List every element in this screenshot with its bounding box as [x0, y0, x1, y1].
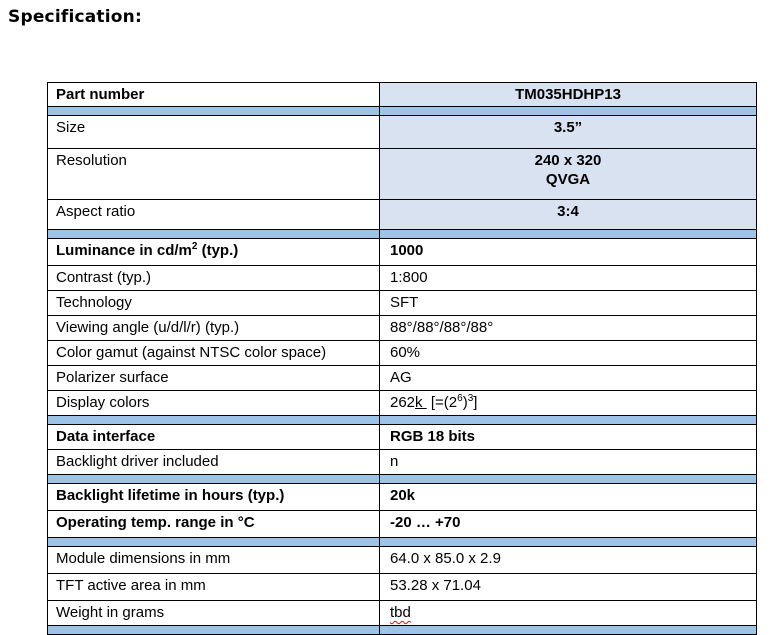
- spec-label: Operating temp. range in °C: [47, 510, 380, 538]
- table-row-luminance: Luminance in cd/m2 (typ.) 1000: [47, 238, 757, 266]
- spec-label: Weight in grams: [47, 600, 380, 626]
- spec-value: tbd: [379, 600, 757, 626]
- spec-label: Viewing angle (u/d/l/r) (typ.): [47, 315, 380, 341]
- table-row-color-gamut: Color gamut (against NTSC color space) 6…: [47, 340, 757, 366]
- table-row-display-colors: Display colors 262k [=(26)3]: [47, 390, 757, 416]
- table-row-module-dimensions: Module dimensions in mm 64.0 x 85.0 x 2.…: [47, 546, 757, 574]
- spec-value: 240 x 320 QVGA: [379, 148, 757, 200]
- spec-value: n: [379, 449, 757, 475]
- table-row-resolution: Resolution 240 x 320 QVGA: [47, 148, 757, 200]
- spec-value: TM035HDHP13: [379, 82, 757, 107]
- spec-label: Polarizer surface: [47, 365, 380, 391]
- spec-label: Backlight lifetime in hours (typ.): [47, 483, 380, 511]
- spec-label: Luminance in cd/m2 (typ.): [47, 238, 380, 266]
- spec-label: TFT active area in mm: [47, 573, 380, 601]
- table-row-operating-temp: Operating temp. range in °C -20 … +70: [47, 510, 757, 538]
- spec-value: 53.28 x 71.04: [379, 573, 757, 601]
- spec-value: 64.0 x 85.0 x 2.9: [379, 546, 757, 574]
- spec-value: -20 … +70: [379, 510, 757, 538]
- table-row-aspect-ratio: Aspect ratio 3:4: [47, 199, 757, 230]
- table-row-backlight-lifetime: Backlight lifetime in hours (typ.) 20k: [47, 483, 757, 511]
- spec-label: Color gamut (against NTSC color space): [47, 340, 380, 366]
- spec-label: Backlight driver included: [47, 449, 380, 475]
- table-row-viewing-angle: Viewing angle (u/d/l/r) (typ.) 88°/88°/8…: [47, 315, 757, 341]
- spec-value: AG: [379, 365, 757, 391]
- spec-table: Part number TM035HDHP13 Size 3.5” Resolu…: [47, 82, 757, 635]
- separator-row: [47, 106, 757, 116]
- spec-value: SFT: [379, 290, 757, 316]
- table-row-size: Size 3.5”: [47, 115, 757, 149]
- spec-value: 1:800: [379, 265, 757, 291]
- table-row-backlight-driver: Backlight driver included n: [47, 449, 757, 475]
- table-row-tft-active-area: TFT active area in mm 53.28 x 71.04: [47, 573, 757, 601]
- spec-value: 60%: [379, 340, 757, 366]
- table-row-weight: Weight in grams tbd: [47, 600, 757, 626]
- table-row-technology: Technology SFT: [47, 290, 757, 316]
- spec-label: Size: [47, 115, 380, 149]
- spec-label: Resolution: [47, 148, 380, 200]
- spec-value: 3.5”: [379, 115, 757, 149]
- spec-value: 3:4: [379, 199, 757, 230]
- spec-label: Technology: [47, 290, 380, 316]
- spec-label: Part number: [47, 82, 380, 107]
- table-row-data-interface: Data interface RGB 18 bits: [47, 424, 757, 450]
- spec-value: RGB 18 bits: [379, 424, 757, 450]
- separator-row: [47, 415, 757, 425]
- separator-row: [47, 229, 757, 239]
- spec-value: 1000: [379, 238, 757, 266]
- table-row-part-number: Part number TM035HDHP13: [47, 82, 757, 107]
- table-row-contrast: Contrast (typ.) 1:800: [47, 265, 757, 291]
- spec-label: Display colors: [47, 390, 380, 416]
- spec-value: 88°/88°/88°/88°: [379, 315, 757, 341]
- spec-label: Aspect ratio: [47, 199, 380, 230]
- spec-label: Module dimensions in mm: [47, 546, 380, 574]
- separator-row: [47, 537, 757, 547]
- spec-label: Data interface: [47, 424, 380, 450]
- separator-row: [47, 474, 757, 484]
- page-title: Specification:: [8, 7, 142, 27]
- table-row-polarizer: Polarizer surface AG: [47, 365, 757, 391]
- spec-label: Contrast (typ.): [47, 265, 380, 291]
- spec-value: 20k: [379, 483, 757, 511]
- spec-value: 262k [=(26)3]: [379, 390, 757, 416]
